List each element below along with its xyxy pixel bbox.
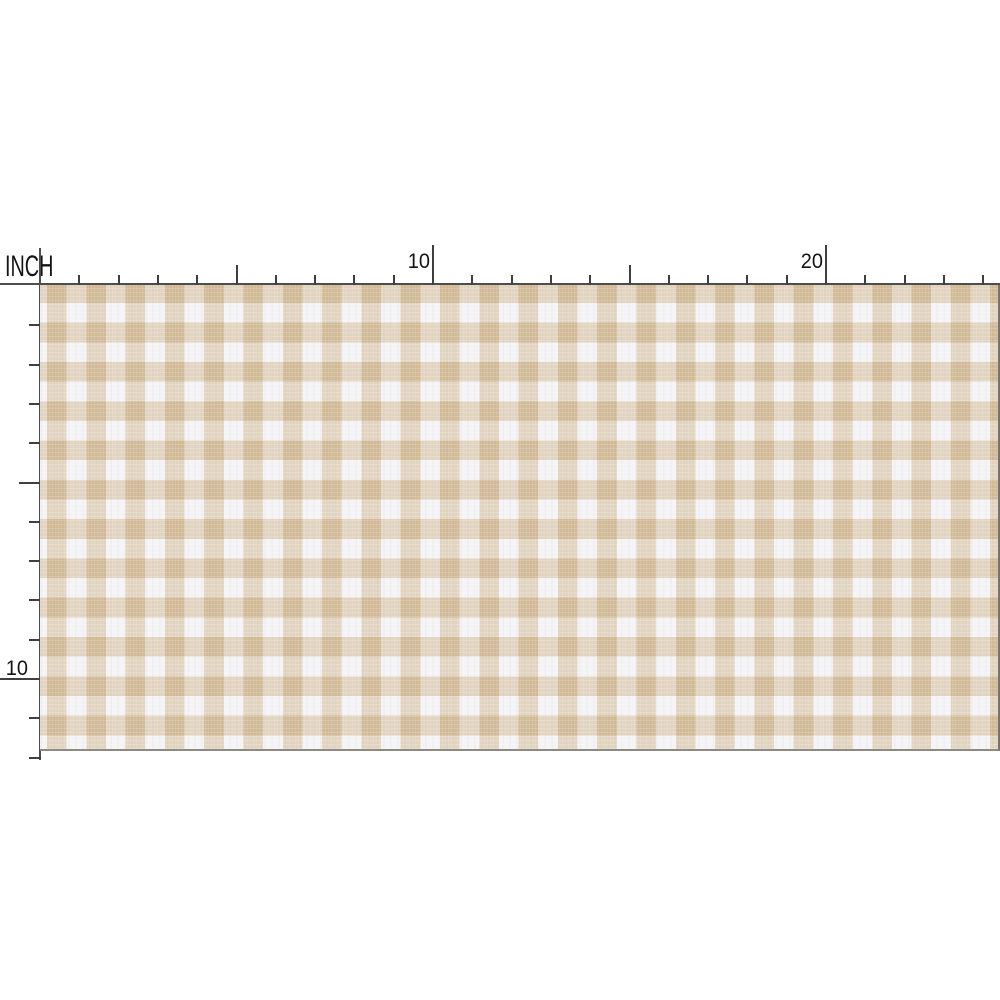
inch-tick-left — [29, 757, 41, 759]
ruler-top-number: 20 — [800, 250, 823, 273]
inch-tick-top — [825, 245, 827, 285]
inch-tick-top — [707, 275, 709, 285]
inch-tick-left — [19, 482, 41, 484]
inch-tick-top — [432, 245, 434, 285]
inch-tick-left — [0, 678, 41, 680]
inch-tick-top — [471, 275, 473, 285]
inch-tick-left — [29, 521, 41, 523]
inch-tick-top — [78, 275, 80, 285]
ruler-unit-label: INCH — [5, 250, 54, 283]
inch-tick-top — [904, 275, 906, 285]
inch-tick-top — [786, 275, 788, 285]
ruler-top-line — [0, 283, 1000, 285]
inch-tick-top — [275, 275, 277, 285]
inch-tick-top — [393, 275, 395, 285]
ruler-left-number: 10 — [5, 657, 29, 680]
inch-tick-top — [982, 275, 984, 285]
inch-tick-top — [157, 275, 159, 285]
inch-tick-top — [746, 275, 748, 285]
ruler-top-number: 10 — [407, 250, 430, 273]
inch-tick-top — [629, 265, 631, 285]
inch-tick-left — [29, 442, 41, 444]
inch-tick-top — [668, 275, 670, 285]
inch-tick-top — [550, 275, 552, 285]
inch-tick-left — [29, 324, 41, 326]
inch-tick-top — [589, 275, 591, 285]
inch-tick-top — [118, 275, 120, 285]
inch-tick-left — [29, 364, 41, 366]
inch-tick-top — [943, 275, 945, 285]
inch-tick-top — [314, 275, 316, 285]
inch-tick-top — [864, 275, 866, 285]
inch-tick-top — [353, 275, 355, 285]
inch-tick-top — [236, 265, 238, 285]
inch-tick-left — [29, 560, 41, 562]
inch-tick-left — [29, 717, 41, 719]
inch-tick-left — [29, 639, 41, 641]
inch-tick-left — [29, 599, 41, 601]
fabric-swatch — [40, 285, 1000, 751]
inch-tick-left — [29, 403, 41, 405]
inch-tick-top — [511, 275, 513, 285]
inch-tick-top — [196, 275, 198, 285]
